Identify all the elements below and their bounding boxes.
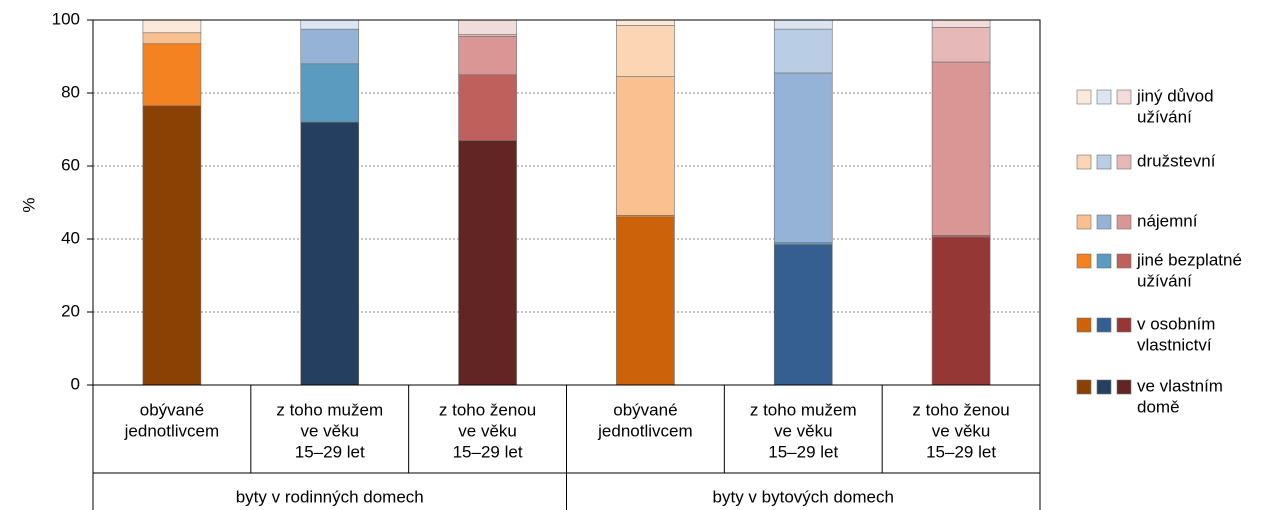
group-label: byty v rodinných domech (236, 487, 424, 506)
bar-segment (931, 19, 991, 28)
x-tick-label: z toho ženou (439, 400, 536, 419)
bar-segment (142, 43, 202, 107)
y-tick-label: 40 (61, 228, 80, 247)
bar-segment (931, 26, 991, 63)
bar-segment (142, 105, 202, 386)
group-label: byty v bytových domech (713, 487, 894, 506)
x-tick-label: obývané (140, 400, 204, 419)
legend-label: užívání (1137, 107, 1192, 126)
legend-label: užívání (1137, 271, 1192, 290)
bar-segment (773, 19, 833, 30)
bar-segment (616, 216, 675, 386)
bar-segment (142, 19, 202, 34)
legend-swatch (1096, 89, 1112, 105)
y-tick-label: 100 (52, 9, 80, 28)
x-tick-label: jednotlivcem (597, 421, 693, 440)
legend-swatch (1076, 89, 1092, 105)
legend-swatch (1096, 214, 1112, 230)
legend-swatch (1076, 379, 1092, 395)
legend-label: v osobním (1137, 314, 1215, 333)
y-tick-label: 0 (71, 374, 80, 393)
legend-swatch (1116, 379, 1132, 395)
legend-swatch (1116, 89, 1132, 105)
bar-segment (458, 36, 517, 76)
bar-segment (931, 61, 991, 236)
legend-swatch (1096, 317, 1112, 333)
legend-label: jiné bezplatné (1136, 250, 1242, 269)
legend-swatch (1096, 154, 1112, 170)
bar-segment (458, 140, 517, 386)
x-tick-label: 15–29 let (295, 442, 365, 461)
x-tick-label: obývané (613, 400, 677, 419)
legend-swatch (1076, 214, 1092, 230)
bar-segment (300, 19, 360, 30)
legend-label: jiný důvod (1136, 86, 1214, 105)
legend-swatch (1096, 379, 1112, 395)
legend-swatch (1116, 253, 1132, 269)
legend-label: ve vlastním (1137, 376, 1223, 395)
y-axis-label: % (19, 197, 38, 212)
x-tick-label: z toho ženou (912, 400, 1009, 419)
bar-segment (458, 74, 517, 141)
plot-frame (92, 19, 1041, 386)
x-tick-label: ve věku (932, 421, 991, 440)
x-tick-label: z toho mužem (750, 400, 857, 419)
legend-label: domě (1137, 397, 1180, 416)
legend-label: družstevní (1137, 151, 1216, 170)
bar-segment (142, 32, 202, 45)
x-tick-label: 15–29 let (768, 442, 838, 461)
x-tick-label: 15–29 let (926, 442, 996, 461)
bar-segment (773, 244, 833, 386)
y-tick-label: 80 (61, 82, 80, 101)
bar-segment (458, 19, 517, 35)
bar-segment (616, 76, 675, 216)
x-tick-label: ve věku (458, 421, 517, 440)
legend-swatch (1116, 317, 1132, 333)
bar-segment (300, 121, 360, 386)
legend-swatch (1116, 214, 1132, 230)
x-tick-label: ve věku (774, 421, 833, 440)
bar-segment (300, 63, 360, 123)
legend-swatch (1116, 154, 1132, 170)
legend-label: vlastnictví (1137, 335, 1212, 354)
x-tick-label: jednotlivcem (124, 421, 220, 440)
x-tick-label: 15–29 let (453, 442, 523, 461)
legend-swatch (1096, 253, 1112, 269)
x-tick-label: z toho mužem (276, 400, 383, 419)
legend-swatch (1076, 317, 1092, 333)
bar-segment (773, 28, 833, 74)
bar-segment (616, 25, 675, 77)
y-tick-label: 20 (61, 301, 80, 320)
bar-segment (616, 19, 675, 26)
bar-segment (931, 236, 991, 386)
y-tick-label: 60 (61, 155, 80, 174)
legend-swatch (1076, 154, 1092, 170)
legend-label: nájemní (1137, 211, 1198, 230)
legend-swatch (1076, 253, 1092, 269)
x-tick-label: ve věku (300, 421, 359, 440)
bar-segment (773, 72, 833, 243)
bar-segment (300, 28, 360, 65)
